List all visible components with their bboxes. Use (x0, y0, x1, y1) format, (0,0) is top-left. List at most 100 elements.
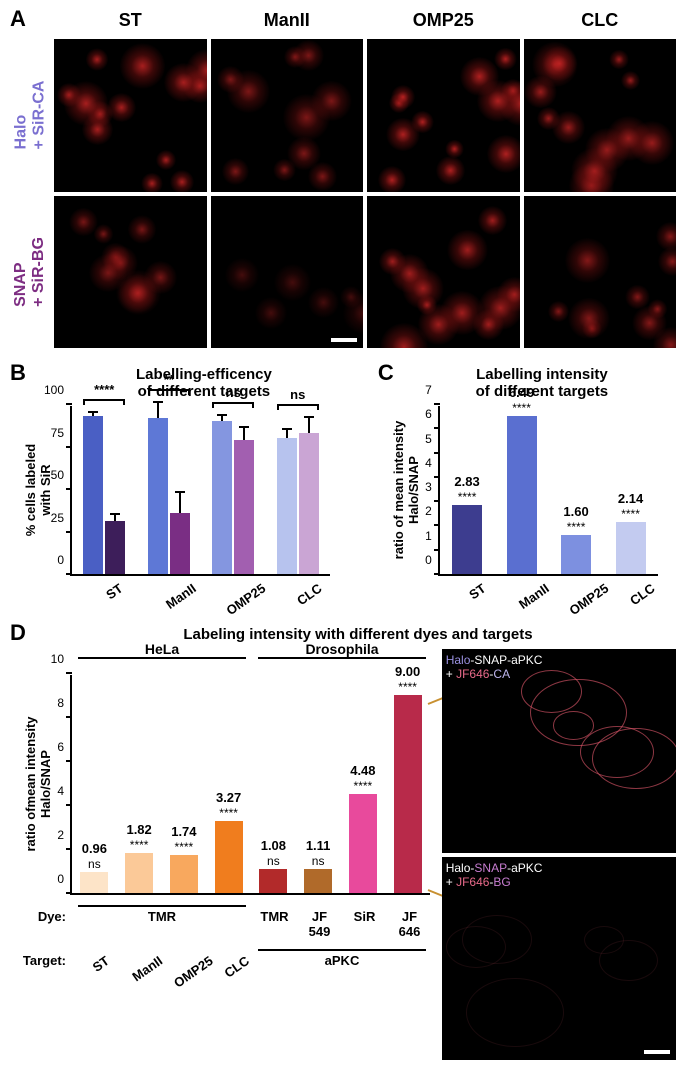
target-label: CLC (221, 953, 251, 981)
panel-c: C Labelling intensity of different targe… (378, 366, 676, 576)
x-category: ST (462, 574, 489, 602)
bar (170, 513, 190, 574)
bar-group: 2.14****CLC (603, 406, 658, 574)
dye-label: JF549 (309, 909, 331, 939)
panel-b: B Labelling-efficency of different targe… (10, 366, 368, 576)
bar-group: 0.96ns (72, 675, 117, 893)
target-label: OMP25 (170, 953, 215, 991)
bar: 2.83**** (452, 505, 482, 574)
significance-label: ns (290, 387, 305, 402)
y-axis-label: % cells labeledwith SiR (23, 444, 53, 537)
microscopy-image (524, 196, 677, 349)
bar-value: 1.08 (261, 838, 286, 855)
microscopy-image (54, 39, 207, 192)
bar-group: 1.08ns (251, 675, 296, 893)
bar: 2.14**** (616, 522, 646, 574)
dye-label: JF646 (399, 909, 421, 939)
bar: 4.48**** (349, 794, 377, 893)
bar-value: 0.96 (82, 841, 107, 858)
bar-group: 1.60****OMP25 (549, 406, 604, 574)
bar (83, 416, 103, 574)
panel-b-chart: 0255075100% cells labeledwith SiR****ST*… (70, 406, 330, 576)
significance-label: ns (312, 854, 325, 868)
microscopy-image (211, 39, 364, 192)
bar: 0.96ns (80, 872, 108, 893)
significance-label: **** (94, 382, 114, 397)
group-header: HeLa (145, 641, 179, 657)
bar-value: 1.74 (171, 824, 196, 841)
bar-value: 2.14 (618, 491, 643, 508)
panel-b-title: Labelling-efficency of different targets (40, 366, 368, 400)
significance-label: ns (267, 854, 280, 868)
significance-label: **** (219, 806, 238, 820)
bar: 1.08ns (259, 869, 287, 893)
microscopy-image: Halo-SNAP-aPKC+ JF646-BG (442, 857, 676, 1061)
bar-value: 1.82 (126, 822, 151, 839)
group-header: Drosophila (305, 641, 378, 657)
bar-value: 9.00 (395, 664, 420, 681)
bar (277, 438, 297, 574)
bar: 9.00**** (394, 695, 422, 893)
x-category: CLC (622, 574, 657, 608)
x-category: ST (99, 574, 126, 602)
bar (105, 521, 125, 574)
bar (234, 440, 254, 574)
significance-label: **** (621, 507, 640, 521)
microscopy-image (367, 196, 520, 349)
panel-b-label: B (10, 360, 26, 386)
target-label: ST (89, 953, 111, 975)
bar-group: 4.48**** (341, 675, 386, 893)
significance-label: **** (567, 520, 586, 534)
bar (212, 421, 232, 574)
microscopy-image (211, 196, 364, 349)
x-category: OMP25 (219, 574, 268, 618)
scalebar (644, 1050, 670, 1054)
bar-value: 3.27 (216, 790, 241, 807)
bar-value: 6.49 (509, 385, 534, 402)
bar (148, 418, 168, 574)
panel-a-col-header: ManII (211, 10, 364, 35)
panel-c-title: Labelling intensity of different targets (408, 366, 676, 400)
microscopy-image (367, 39, 520, 192)
panel-c-label: C (378, 360, 394, 386)
x-category: ManII (511, 574, 551, 612)
bar: 1.11ns (304, 869, 332, 893)
panel-d-label: D (10, 620, 26, 646)
x-category: ManII (158, 574, 198, 612)
bar-group: ****ST (72, 406, 137, 574)
bar: 1.82**** (125, 853, 153, 893)
image-label: Halo-SNAP-aPKC+ JF646-CA (446, 653, 543, 681)
row-bc: B Labelling-efficency of different targe… (10, 366, 676, 576)
panel-a-col-header: OMP25 (367, 10, 520, 35)
significance-label: ns (226, 385, 241, 400)
target-label: ManII (129, 953, 165, 984)
panel-d-images: Halo-SNAP-aPKC+ JF646-CA Halo-SNAP-aPKC+ … (442, 649, 676, 1060)
panel-c-chart: 01234567ratio of mean intensityHalo/SNAP… (438, 406, 658, 576)
microscopy-image: Halo-SNAP-aPKC+ JF646-CA (442, 649, 676, 853)
bar-group: 2.83****ST (440, 406, 495, 574)
bar-value: 4.48 (350, 763, 375, 780)
image-label: Halo-SNAP-aPKC+ JF646-BG (446, 861, 543, 889)
significance-label: **** (130, 838, 149, 852)
panel-d: D Labeling intensity with different dyes… (10, 626, 676, 1060)
significance-label: ** (164, 372, 174, 387)
figure: A STManIIOMP25CLCHalo+ SiR-CASNAP+ SiR-B… (0, 0, 686, 1070)
bar-value: 2.83 (454, 474, 479, 491)
x-category: OMP25 (562, 574, 611, 618)
panel-a: A STManIIOMP25CLCHalo+ SiR-CASNAP+ SiR-B… (10, 10, 676, 348)
dye-label: TMR (260, 909, 288, 924)
x-category: CLC (289, 574, 324, 608)
bar (299, 433, 319, 574)
panel-d-chart: 0246810ratio ofmean intensityHalo/SNAP0.… (70, 675, 430, 895)
bar-group: nsCLC (266, 406, 331, 574)
bar: 3.27**** (215, 821, 243, 893)
bar-group: 1.74**** (162, 675, 207, 893)
bar-value: 1.60 (563, 504, 588, 521)
dye-label: SiR (354, 909, 376, 924)
bar-value: 1.11 (306, 838, 331, 855)
panel-a-label: A (10, 6, 26, 32)
bar-group: 1.11ns (296, 675, 341, 893)
microscopy-image (54, 196, 207, 349)
significance-label: **** (458, 490, 477, 504)
bar-group: **ManII (137, 406, 202, 574)
